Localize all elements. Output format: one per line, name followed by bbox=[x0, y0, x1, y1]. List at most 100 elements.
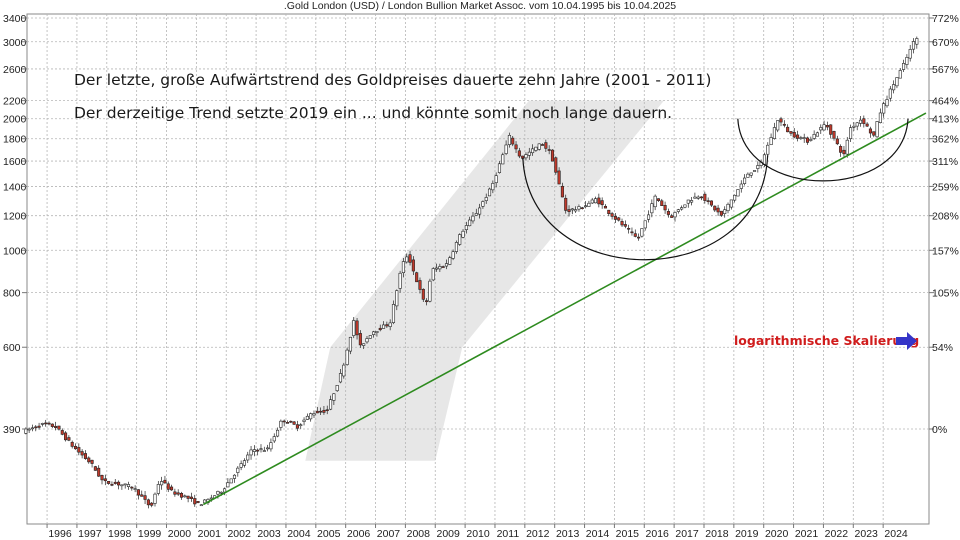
candle-body bbox=[852, 125, 856, 128]
candle-body bbox=[507, 134, 511, 145]
x-tick-label: 1998 bbox=[108, 528, 132, 540]
candle-body bbox=[388, 322, 392, 327]
right-arrow-icon bbox=[896, 332, 917, 350]
y-left-tick-label: 2000 bbox=[3, 114, 27, 126]
candle-body bbox=[219, 491, 223, 494]
candle-body bbox=[550, 149, 555, 162]
y-right-tick-label: 208% bbox=[932, 211, 959, 223]
candle-body bbox=[97, 467, 101, 477]
candle-body bbox=[223, 488, 227, 493]
candle-body bbox=[580, 207, 584, 210]
x-tick-label: 1997 bbox=[78, 528, 102, 540]
candle-body bbox=[560, 185, 564, 198]
y-right-tick-label: 157% bbox=[932, 245, 959, 257]
candle-body bbox=[656, 198, 661, 201]
candle-body bbox=[431, 268, 435, 281]
candle-body bbox=[531, 148, 535, 154]
trendline-group bbox=[202, 112, 927, 506]
candle-body bbox=[782, 123, 786, 126]
candle-body bbox=[527, 151, 531, 156]
candle-body bbox=[888, 88, 892, 99]
candle-body bbox=[474, 213, 478, 216]
candle-body bbox=[249, 449, 253, 456]
candle-body bbox=[574, 209, 578, 212]
x-tick-label: 2009 bbox=[437, 528, 461, 540]
candle-body bbox=[902, 63, 906, 70]
candle-body bbox=[282, 420, 286, 423]
candle-body bbox=[600, 200, 604, 206]
y-left-tick-label: 1000 bbox=[3, 245, 27, 257]
candle-body bbox=[673, 212, 677, 218]
candle-body bbox=[226, 482, 230, 488]
y-right-tick-label: 362% bbox=[932, 134, 959, 146]
candle-body bbox=[855, 122, 859, 127]
candle-body bbox=[44, 422, 48, 425]
y-right-tick-label: 105% bbox=[932, 288, 959, 300]
x-tick-label: 2014 bbox=[586, 528, 610, 540]
candle-body bbox=[348, 336, 352, 352]
candle-body bbox=[696, 196, 700, 199]
candle-body bbox=[259, 448, 263, 450]
candle-body bbox=[686, 199, 690, 204]
candle-body bbox=[269, 442, 273, 450]
candle-body bbox=[895, 77, 899, 87]
candle-body bbox=[382, 324, 386, 329]
candle-body bbox=[239, 463, 243, 468]
candle-body bbox=[666, 211, 670, 215]
candle-body bbox=[292, 421, 296, 425]
candle-body bbox=[110, 484, 114, 486]
candle-body bbox=[209, 497, 213, 500]
candle-body bbox=[302, 419, 306, 422]
candle-body bbox=[534, 146, 538, 151]
candle-body bbox=[613, 216, 617, 220]
log-scale-note: logarithmische Skalierung bbox=[734, 333, 920, 348]
candle-body bbox=[481, 201, 485, 207]
candle-body bbox=[537, 143, 541, 150]
candle-body bbox=[242, 460, 246, 466]
candle-body bbox=[597, 197, 601, 205]
x-tick-label: 2000 bbox=[168, 528, 192, 540]
candle-body bbox=[733, 194, 737, 201]
candle-body bbox=[809, 139, 813, 141]
candle-body bbox=[729, 199, 733, 208]
candle-body bbox=[776, 120, 780, 131]
x-tick-label: 1996 bbox=[48, 528, 72, 540]
candle-body bbox=[266, 447, 270, 450]
candle-body bbox=[418, 280, 422, 290]
candle-body bbox=[511, 137, 515, 145]
candle-body bbox=[448, 257, 452, 265]
candle-body bbox=[892, 84, 896, 91]
candle-body bbox=[425, 300, 429, 303]
x-tick-label: 2010 bbox=[466, 528, 490, 540]
candle-body bbox=[630, 231, 634, 234]
candles bbox=[24, 36, 919, 509]
highlight-band-shape bbox=[305, 100, 664, 461]
candle-body bbox=[126, 484, 131, 487]
candle-body bbox=[829, 124, 833, 135]
x-tick-label: 2015 bbox=[616, 528, 640, 540]
candle-body bbox=[709, 200, 714, 206]
candle-body bbox=[769, 137, 773, 146]
candle-body bbox=[411, 259, 415, 272]
candle-body bbox=[497, 163, 502, 173]
candle-body bbox=[113, 481, 117, 484]
candle-body bbox=[50, 423, 54, 427]
x-tick-label: 2008 bbox=[407, 528, 431, 540]
candle-body bbox=[752, 170, 757, 172]
candle-body bbox=[885, 99, 889, 107]
candle-body bbox=[693, 196, 697, 199]
highlight-band bbox=[305, 100, 664, 461]
candle-body bbox=[491, 183, 495, 191]
candle-body bbox=[772, 127, 776, 139]
candle-body bbox=[117, 481, 121, 486]
candle-body bbox=[835, 138, 839, 145]
candle-body bbox=[77, 447, 81, 453]
candle-body bbox=[199, 504, 203, 507]
candle-body bbox=[464, 225, 468, 230]
candle-body bbox=[607, 209, 611, 214]
candle-body bbox=[375, 331, 379, 333]
candle-body bbox=[229, 478, 233, 484]
candle-body bbox=[716, 207, 720, 213]
candle-body bbox=[683, 204, 687, 208]
candle-body bbox=[368, 335, 372, 339]
